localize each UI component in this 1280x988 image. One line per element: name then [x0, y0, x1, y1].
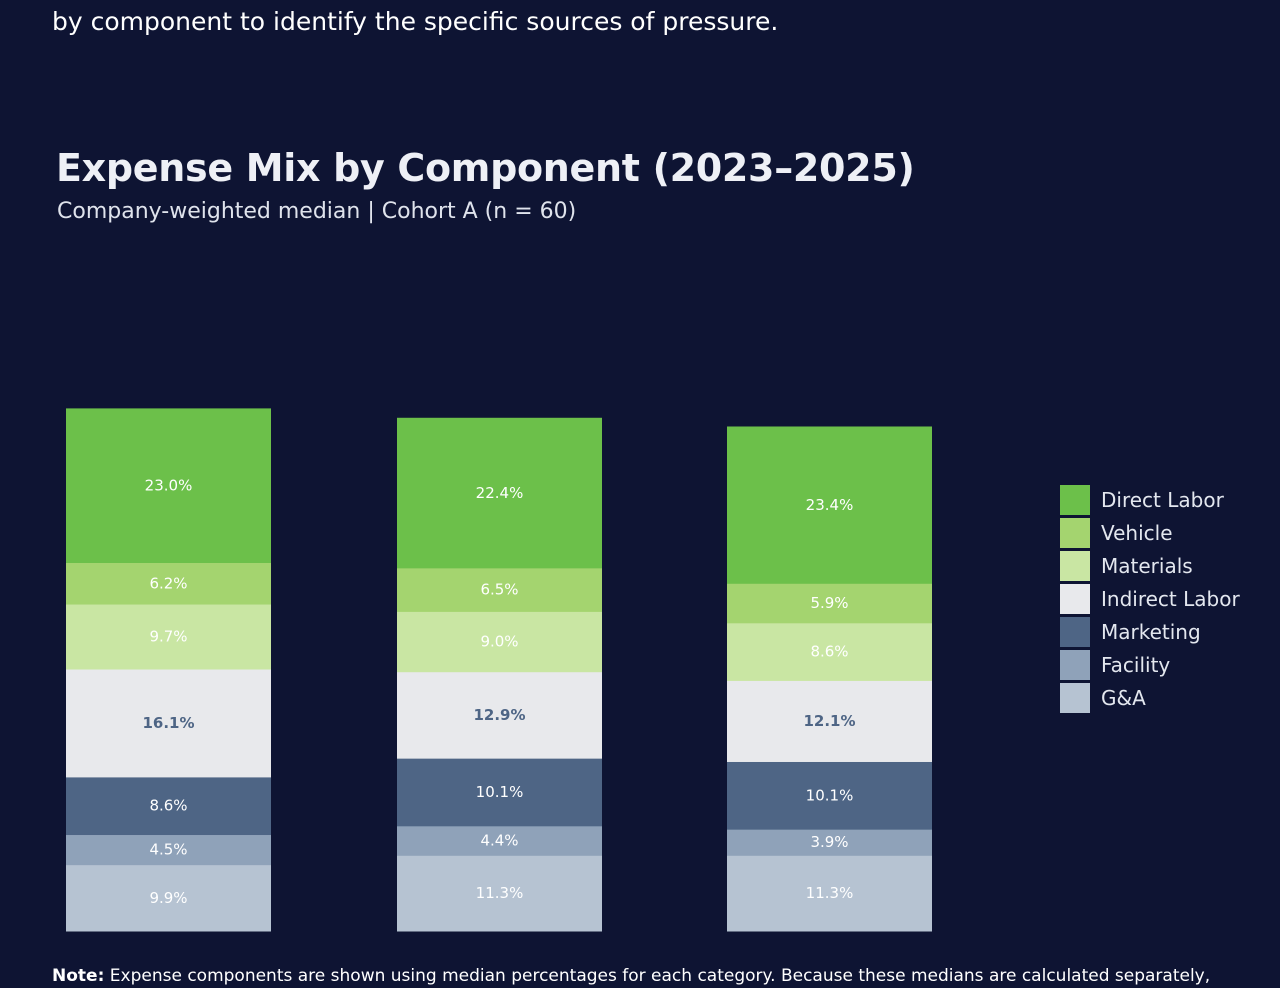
bar-segment-vehicle-1 [66, 562, 271, 605]
data-label-indirect-labor-3: 12.1% [803, 712, 855, 730]
data-label-facility-1: 4.5% [149, 841, 187, 859]
data-label-facility-3: 3.9% [810, 833, 848, 851]
bar-segment-facility-2 [397, 825, 602, 856]
data-label-vehicle-2: 6.5% [480, 581, 518, 599]
bar-segment-materials-1 [66, 604, 271, 670]
bar-segment-facility-3 [727, 829, 932, 856]
data-label-marketing-1: 8.6% [149, 797, 187, 815]
intro-text: by component to identify the specific so… [52, 7, 779, 36]
bar-segment-g-a-2 [397, 855, 602, 932]
bar-segment-marketing-2 [397, 758, 602, 827]
legend-label: Indirect Labor [1101, 586, 1240, 611]
data-label-vehicle-3: 5.9% [810, 594, 848, 612]
data-label-materials-3: 8.6% [810, 643, 848, 661]
bar-segment-direct-labor-2 [397, 417, 602, 569]
legend-item-vehicle: Vehicle [1060, 516, 1240, 549]
legend-label: Marketing [1101, 619, 1201, 644]
bar-segment-indirect-labor-2 [397, 671, 602, 759]
data-label-indirect-labor-2: 12.9% [473, 706, 525, 724]
data-label-direct-labor-1: 23.0% [145, 476, 193, 494]
bar-segment-indirect-labor-1 [66, 669, 271, 778]
legend-swatch [1060, 682, 1090, 713]
legend-label: Vehicle [1101, 520, 1173, 545]
data-label-facility-2: 4.4% [480, 832, 518, 850]
legend-item-g-a: G&A [1060, 681, 1240, 714]
bar-segment-materials-2 [397, 611, 602, 673]
bar-segment-direct-labor-1 [66, 408, 271, 563]
chart-legend: Direct Labor Vehicle Materials Indirect Lab… [1060, 483, 1240, 714]
legend-item-facility: Facility [1060, 648, 1240, 681]
chart-title: Expense Mix by Component (2023–2025) [56, 146, 915, 190]
legend-item-materials: Materials [1060, 549, 1240, 582]
data-label-marketing-3: 10.1% [806, 786, 854, 804]
bar-segment-direct-labor-3 [727, 426, 932, 584]
bar-segment-vehicle-3 [727, 583, 932, 624]
legend-label: Materials [1101, 553, 1193, 578]
bar-segment-facility-1 [66, 834, 271, 866]
chart-subtitle: Company-weighted median | Cohort A (n = … [57, 199, 577, 224]
data-label-marketing-2: 10.1% [476, 783, 524, 801]
data-label-g-a-1: 9.9% [149, 889, 187, 907]
data-label-indirect-labor-1: 16.1% [142, 714, 194, 732]
data-label-vehicle-1: 6.2% [149, 574, 187, 592]
data-label-direct-labor-2: 22.4% [476, 484, 524, 502]
note-text: Expense components are shown using media… [109, 966, 1211, 986]
chart-note: Note: Expense components are shown using… [52, 966, 1210, 986]
bar-segment-indirect-labor-3 [727, 680, 932, 762]
data-label-direct-labor-3: 23.4% [806, 496, 854, 514]
legend-swatch [1060, 517, 1090, 548]
data-label-materials-2: 9.0% [480, 633, 518, 651]
bar-segment-g-a-3 [727, 855, 932, 932]
legend-item-marketing: Marketing [1060, 615, 1240, 648]
bar-segment-marketing-3 [727, 761, 932, 830]
bar-segment-g-a-1 [66, 864, 271, 932]
legend-label: Direct Labor [1101, 487, 1224, 512]
legend-swatch [1060, 550, 1090, 581]
bar-segment-marketing-1 [66, 776, 271, 836]
legend-item-indirect-labor: Indirect Labor [1060, 582, 1240, 615]
data-label-g-a-3: 11.3% [806, 884, 854, 902]
bar-segment-vehicle-2 [397, 567, 602, 612]
legend-swatch [1060, 649, 1090, 680]
data-label-g-a-2: 11.3% [476, 884, 524, 902]
legend-label: Facility [1101, 652, 1171, 677]
bar-segment-materials-3 [727, 622, 932, 681]
legend-swatch [1060, 583, 1090, 614]
legend-swatch [1060, 616, 1090, 647]
legend-item-direct-labor: Direct Labor [1060, 483, 1240, 516]
data-label-materials-1: 9.7% [149, 628, 187, 646]
legend-swatch [1060, 484, 1090, 515]
note-label: Note: [52, 966, 105, 986]
legend-label: G&A [1101, 685, 1146, 710]
